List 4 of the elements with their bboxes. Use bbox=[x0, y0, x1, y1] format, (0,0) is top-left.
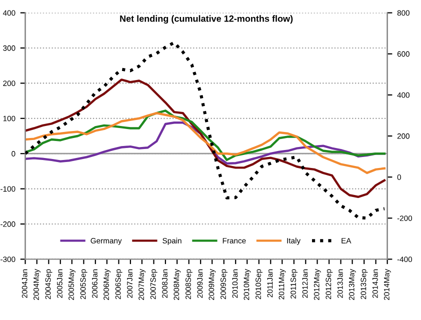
chart-title: Net lending (cumulative 12-months flow) bbox=[120, 15, 293, 24]
line-series bbox=[25, 112, 386, 174]
line-series bbox=[25, 78, 386, 198]
line-series bbox=[25, 110, 386, 162]
